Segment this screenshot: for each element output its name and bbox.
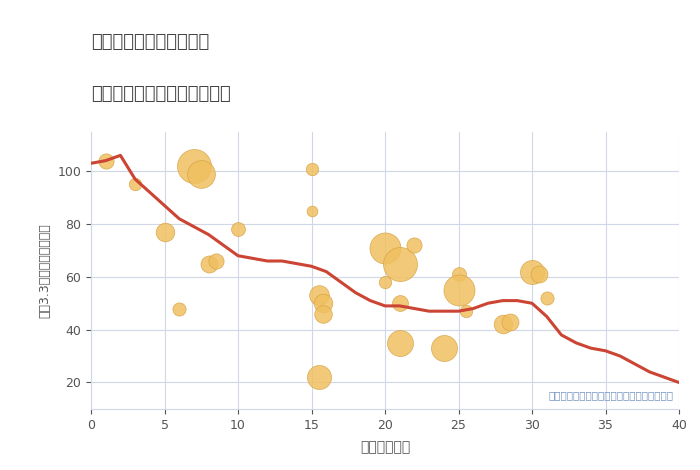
Point [159, 228, 170, 236]
Point [409, 242, 420, 249]
Point [203, 260, 214, 267]
Point [534, 270, 545, 278]
Point [453, 286, 464, 294]
Point [318, 310, 329, 318]
Point [174, 305, 185, 312]
Point [394, 299, 405, 307]
Point [100, 157, 111, 164]
Point [497, 321, 508, 328]
Point [379, 244, 391, 251]
Point [306, 165, 317, 172]
Text: 三重県四日市市南坂部町: 三重県四日市市南坂部町 [91, 33, 209, 51]
Point [453, 270, 464, 278]
Point [195, 170, 207, 178]
Point [526, 268, 538, 275]
Point [188, 162, 199, 170]
Point [394, 339, 405, 347]
Point [130, 180, 141, 188]
Point [318, 299, 329, 307]
Point [306, 207, 317, 215]
Point [394, 260, 405, 267]
Y-axis label: 坪（3.3㎡）単価（万円）: 坪（3.3㎡）単価（万円） [38, 223, 52, 318]
Text: 築年数別中古マンション価格: 築年数別中古マンション価格 [91, 85, 231, 102]
Point [504, 318, 515, 326]
Point [232, 226, 244, 233]
Point [461, 307, 472, 315]
Point [438, 345, 449, 352]
Point [210, 257, 221, 265]
Text: 円の大きさは、取引のあった物件面積を示す: 円の大きさは、取引のあった物件面積を示す [548, 391, 673, 400]
Point [379, 278, 391, 286]
X-axis label: 築年数（年）: 築年数（年） [360, 440, 410, 454]
Point [541, 294, 552, 302]
Point [314, 291, 325, 299]
Point [314, 374, 325, 381]
